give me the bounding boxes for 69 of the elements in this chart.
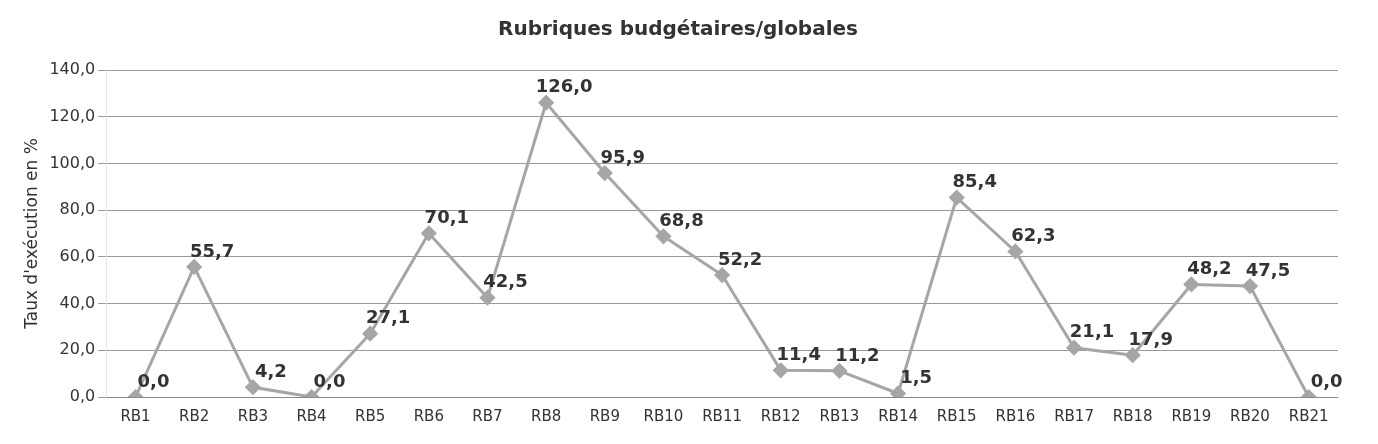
data-label: 21,1 [1069, 320, 1115, 342]
point [186, 259, 202, 275]
x-tick-label: RB1 [120, 406, 151, 425]
x-tick-label: RB2 [179, 406, 210, 425]
y-axis-title: Taux d'exécution en % [20, 138, 41, 330]
y-tick-label: 100,0 [49, 152, 96, 172]
x-tick-label: RB8 [531, 406, 562, 425]
point [1183, 276, 1199, 292]
y-tick-label: 80,0 [59, 199, 96, 219]
data-label: 85,4 [952, 170, 997, 192]
y-tick-label: 40,0 [59, 292, 96, 312]
data-label: 55,7 [189, 239, 235, 261]
y-tick-label: 20,0 [59, 339, 96, 359]
x-tick-label: RB21 [1288, 406, 1329, 425]
point [245, 379, 261, 395]
data-label: 11,4 [776, 343, 821, 365]
point [421, 225, 437, 241]
x-tick-label: RB12 [760, 406, 801, 425]
x-tick-label: RB17 [1054, 406, 1094, 425]
data-label: 68,8 [659, 208, 704, 230]
x-tick-label: RB18 [1112, 406, 1153, 425]
point [362, 326, 378, 342]
x-tick-label: RB4 [296, 406, 327, 425]
point [949, 190, 965, 206]
data-label: 126,0 [535, 75, 593, 97]
data-label: 0,0 [313, 369, 346, 391]
x-tick-label: RB19 [1171, 406, 1212, 425]
point [597, 165, 613, 181]
point [714, 267, 730, 283]
y-tick-label: 60,0 [59, 246, 96, 266]
x-tick-label: RB11 [702, 406, 743, 425]
data-label: 11,2 [835, 343, 880, 365]
data-label: 17,9 [1128, 327, 1173, 349]
point [479, 290, 495, 306]
point [655, 228, 671, 244]
point [831, 363, 847, 379]
x-tick-label: RB10 [643, 406, 684, 425]
data-label: 1,5 [900, 366, 933, 388]
x-tick-label: RB20 [1230, 406, 1270, 425]
x-tick-label: RB9 [589, 406, 620, 425]
data-label: 47,5 [1245, 258, 1291, 280]
point [1066, 340, 1082, 356]
point [773, 362, 789, 378]
data-label: 0,0 [137, 369, 170, 391]
chart-title: Rubriques budgétaires/globales [497, 16, 859, 41]
data-label: 95,9 [600, 145, 645, 167]
x-tick-label: RB5 [355, 406, 386, 425]
x-tick-label: RB14 [878, 406, 918, 425]
y-tick-label: 120,0 [49, 105, 96, 125]
data-label: 0,0 [1310, 369, 1343, 391]
point [538, 95, 554, 111]
x-tick-label: RB6 [413, 406, 444, 425]
x-tick-label: RB3 [237, 406, 268, 425]
data-label: 42,5 [483, 270, 528, 292]
data-label: 48,2 [1187, 257, 1232, 279]
data-label: 70,1 [424, 205, 470, 227]
x-tick-label: RB13 [819, 406, 860, 425]
point [1125, 347, 1141, 363]
data-label: 4,2 [254, 359, 287, 381]
data-label: 52,2 [717, 247, 763, 269]
x-tick-label: RB16 [995, 406, 1036, 425]
y-tick-label: 0,0 [69, 386, 96, 406]
data-label: 27,1 [365, 306, 411, 328]
x-tick-label: RB7 [472, 406, 503, 425]
y-tick-label: 140,0 [49, 59, 96, 79]
point [1242, 278, 1258, 294]
point [1007, 243, 1023, 259]
data-label: 62,3 [1011, 224, 1056, 246]
x-tick-label: RB15 [936, 406, 977, 425]
